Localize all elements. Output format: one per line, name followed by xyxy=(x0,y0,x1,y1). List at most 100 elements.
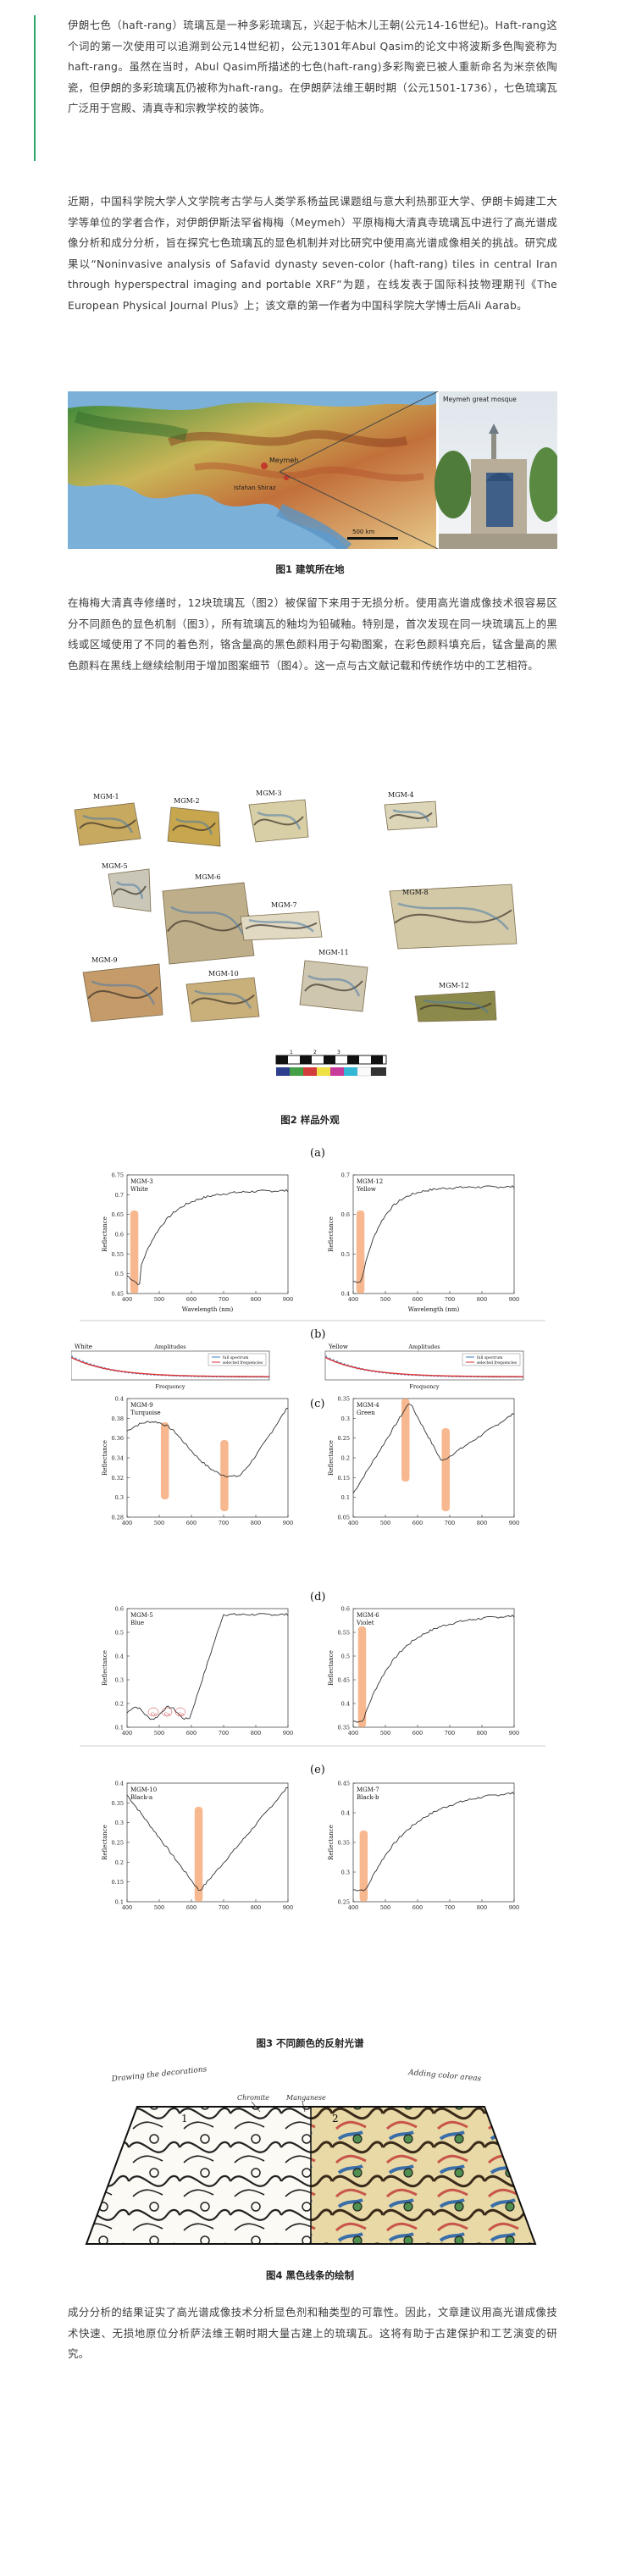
location-map: Meymeh Isfahan Shiraz 500 km xyxy=(68,391,436,549)
y-tick-label: 0.4 xyxy=(341,1810,350,1817)
chromite-label: Chromite xyxy=(237,2094,269,2102)
y-axis-label: Reflectance xyxy=(102,1650,108,1686)
frequency-label: Frequency xyxy=(155,1383,185,1390)
tile-sample: MGM-11 xyxy=(299,949,368,1012)
y-tick-label: 0.5 xyxy=(341,1654,350,1660)
spectrum-line xyxy=(126,1787,289,1892)
x-tick-label: 400 xyxy=(348,1296,358,1303)
panel-label: (e) xyxy=(310,1764,325,1776)
x-tick-label: 900 xyxy=(283,1520,293,1526)
tile-label: MGM-9 xyxy=(91,956,118,964)
x-tick-label: 600 xyxy=(412,1730,423,1737)
figure-1: Meymeh Isfahan Shiraz 500 km Meymeh grea… xyxy=(68,391,557,549)
x-tick-label: 700 xyxy=(219,1296,229,1303)
tile-label: MGM-1 xyxy=(93,793,119,800)
tile-sample: MGM-5 xyxy=(102,862,152,912)
right-stage-label: Adding color areas xyxy=(407,2069,482,2084)
spectrum-line xyxy=(126,1613,289,1720)
tile-label: MGM-2 xyxy=(174,797,200,805)
x-tick-label: 600 xyxy=(186,1730,197,1737)
y-tick-label: 0.4 xyxy=(341,1701,350,1708)
y-tick-label: 0.34 xyxy=(112,1455,124,1462)
sample-name: MGM-3 xyxy=(130,1178,153,1185)
y-tick-label: 0.6 xyxy=(341,1606,350,1613)
x-tick-label: 600 xyxy=(412,1296,423,1303)
cobalt-annotation: Co xyxy=(178,1712,184,1717)
x-tick-label: 800 xyxy=(251,1730,261,1737)
tile-sample: MGM-6 xyxy=(162,873,255,965)
mosque-photo: Meymeh great mosque xyxy=(435,391,557,549)
tile-label: MGM-7 xyxy=(271,901,297,909)
y-tick-label: 0.25 xyxy=(338,1435,350,1442)
y-tick-label: 0.7 xyxy=(341,1172,350,1179)
x-tick-label: 500 xyxy=(154,1520,164,1526)
x-tick-label: 800 xyxy=(477,1730,487,1737)
y-tick-label: 0.6 xyxy=(115,1606,124,1613)
x-tick-label: 500 xyxy=(380,1904,390,1911)
spectrum-line xyxy=(126,1407,289,1477)
x-tick-label: 900 xyxy=(283,1296,293,1303)
figure-2-caption: 图2 样品外观 xyxy=(280,1114,340,1126)
map-scale-label: 500 km xyxy=(352,529,375,535)
x-tick-label: 400 xyxy=(122,1520,132,1526)
panel-label: (b) xyxy=(310,1328,325,1341)
tile-label: MGM-3 xyxy=(256,789,282,797)
y-axis-label: Reflectance xyxy=(102,1216,108,1252)
spectrum-panel: 0.4 0.5 0.6 0.7 400 500 600 700 800 900 MGM-12Yell… xyxy=(328,1172,519,1314)
x-tick-label: 500 xyxy=(380,1296,390,1303)
figure-1-caption: 图1 建筑所在地 xyxy=(275,563,345,575)
sample-color: White xyxy=(130,1186,148,1193)
y-tick-label: 0.2 xyxy=(115,1859,124,1866)
x-tick-label: 600 xyxy=(186,1520,197,1526)
amplitude-sample: Yellow xyxy=(328,1343,348,1350)
figure-3: (a) 0.45 0.5 0.55 0.6 0.65 0.7 0.75 400 500 600 700… xyxy=(71,1139,557,2027)
x-tick-label: 600 xyxy=(412,1520,423,1526)
x-tick-label: 500 xyxy=(380,1520,390,1526)
legend-selected: selected frequencies xyxy=(223,1360,263,1366)
legend-selected: selected frequencies xyxy=(477,1360,518,1366)
y-tick-label: 0.38 xyxy=(112,1415,124,1422)
x-tick-label: 600 xyxy=(412,1904,423,1911)
x-tick-label: 700 xyxy=(219,1730,229,1737)
x-tick-label: 800 xyxy=(251,1904,261,1911)
x-tick-label: 900 xyxy=(509,1730,519,1737)
tile-sample: MGM-2 xyxy=(167,797,221,847)
spectrum-panel: 0.1 0.15 0.2 0.25 0.3 0.35 0.4 400 500 600 700 800 9… xyxy=(102,1781,293,1912)
tile-sample: MGM-12 xyxy=(414,982,497,1022)
y-tick-label: 0.1 xyxy=(115,1899,124,1906)
x-tick-label: 700 xyxy=(219,1520,229,1526)
tile-sample: MGM-10 xyxy=(185,970,260,1022)
legend-full: full spectrum xyxy=(223,1355,249,1360)
y-tick-label: 0.25 xyxy=(338,1899,350,1906)
sample-name: MGM-4 xyxy=(357,1402,379,1409)
y-tick-label: 0.15 xyxy=(112,1879,124,1886)
sample-color: Yellow xyxy=(356,1186,376,1193)
x-tick-label: 900 xyxy=(509,1520,519,1526)
tile-label: MGM-8 xyxy=(402,889,429,896)
y-axis-label: Reflectance xyxy=(328,1216,335,1252)
spectrum-line xyxy=(352,1792,515,1892)
y-tick-label: 0.2 xyxy=(115,1701,124,1708)
tile-sample: MGM-3 xyxy=(248,789,309,843)
y-tick-label: 0.28 xyxy=(112,1515,124,1521)
y-tick-label: 0.3 xyxy=(115,1820,124,1826)
y-tick-label: 0.35 xyxy=(338,1725,350,1731)
tile-label: MGM-10 xyxy=(208,970,239,978)
y-tick-label: 0.35 xyxy=(112,1800,124,1807)
y-tick-label: 0.5 xyxy=(115,1271,124,1277)
spectrum-line xyxy=(352,1185,515,1283)
x-tick-label: 900 xyxy=(283,1730,293,1737)
conclusion-paragraph: 成分分析的结果证实了高光谱成像技术分析显色剂和釉类型的可靠性。因此，文章建议用高… xyxy=(68,2306,557,2361)
sample-color: Green xyxy=(357,1410,375,1416)
tile-sample: MGM-9 xyxy=(82,956,163,1022)
scale-number-3: 3 xyxy=(337,1050,340,1055)
spectrum-panel: 0.28 0.3 0.32 0.34 0.36 0.38 0.4 400 500 600 700 80… xyxy=(102,1396,293,1527)
figure-3-caption: 图3 不同颜色的反射光谱 xyxy=(256,2037,364,2049)
x-tick-label: 600 xyxy=(186,1904,197,1911)
y-axis-label: Reflectance xyxy=(102,1440,108,1476)
x-tick-label: 900 xyxy=(509,1296,519,1303)
tile-sample: MGM-4 xyxy=(384,791,438,831)
sample-color: Violet xyxy=(356,1620,374,1626)
amplitude-plot: Amplitudes White Frequency full spectrumsel… xyxy=(71,1343,270,1390)
